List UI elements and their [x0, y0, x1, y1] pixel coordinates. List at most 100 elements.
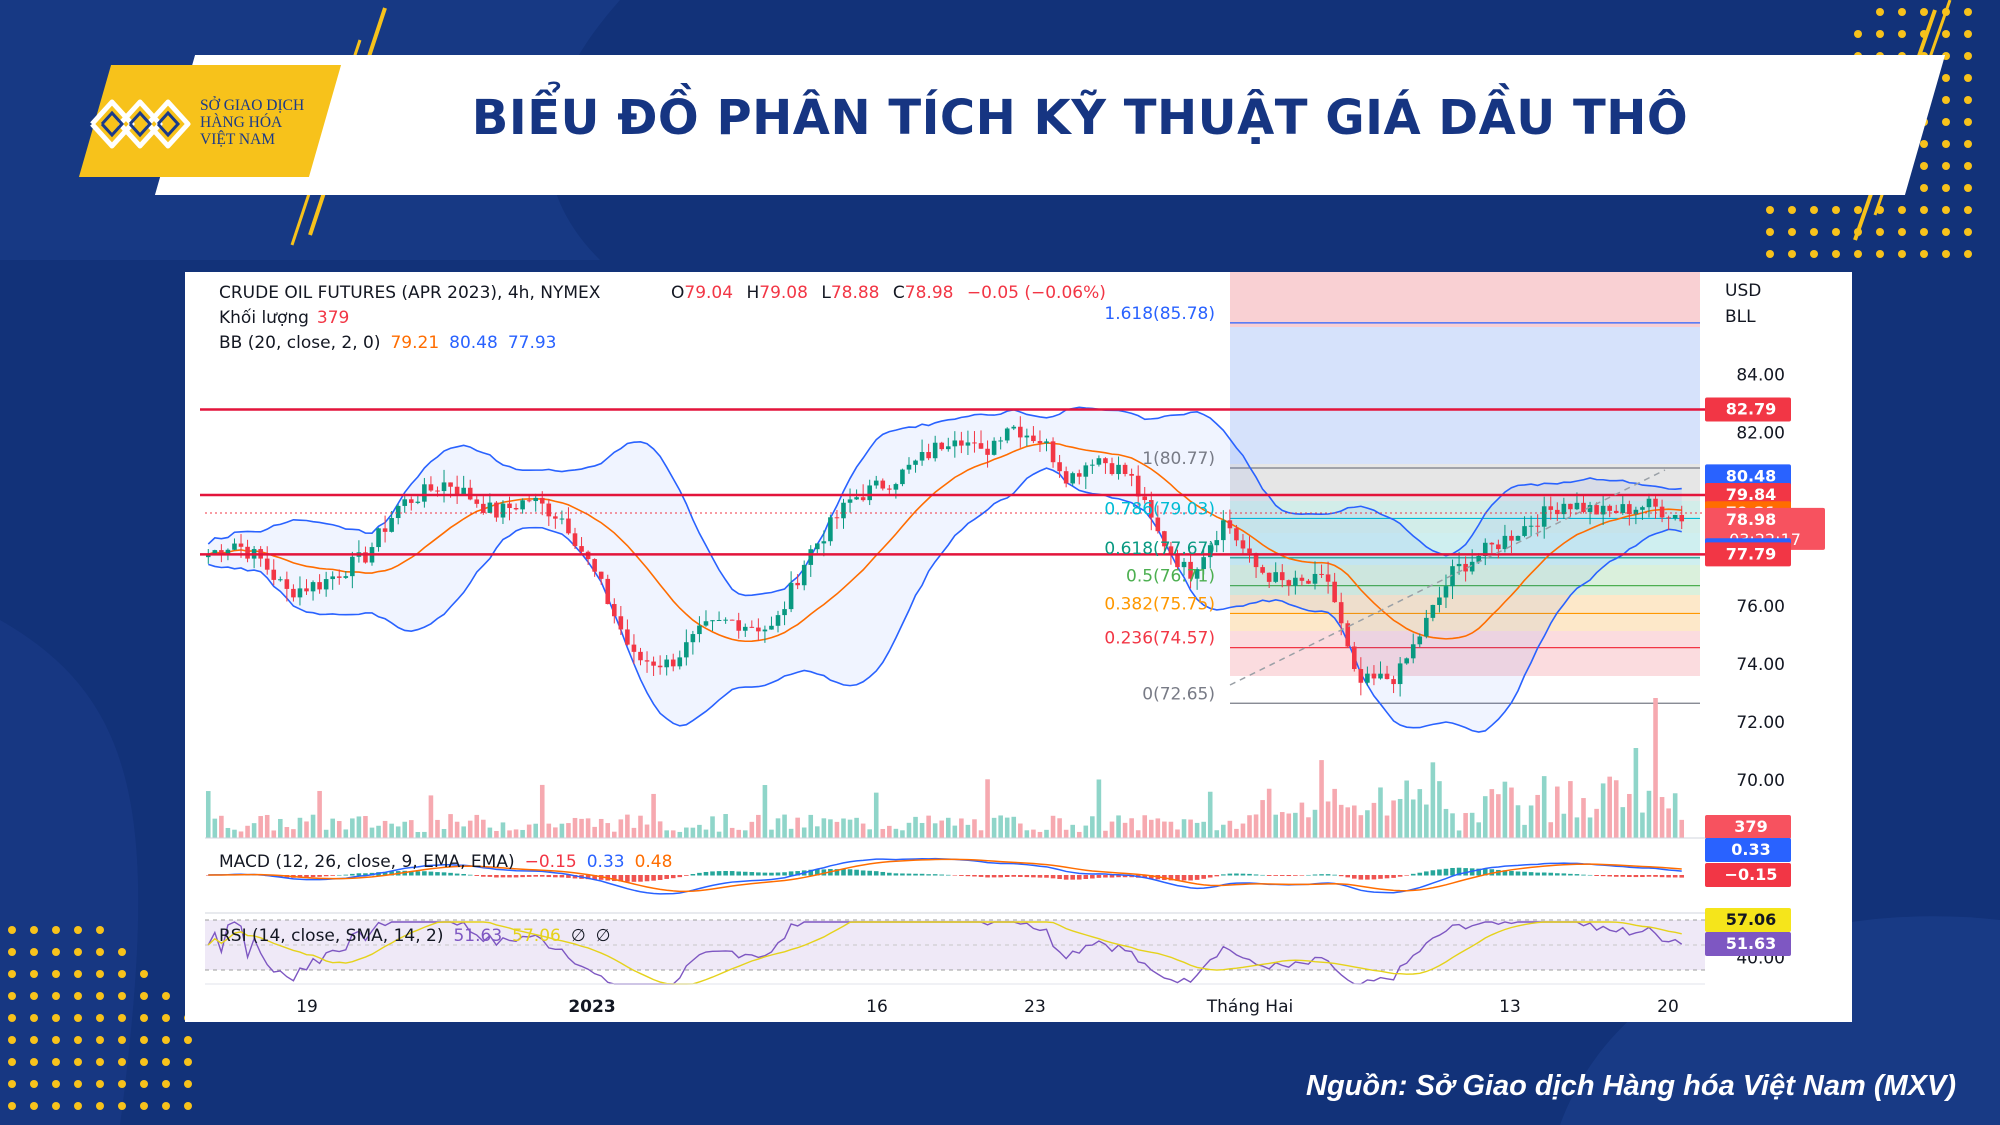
dot — [140, 1058, 148, 1066]
dot — [74, 1058, 82, 1066]
candle-body — [873, 480, 879, 486]
price-badge — [1705, 932, 1791, 956]
volume-bar — [402, 821, 408, 838]
candle-body — [919, 452, 925, 461]
macd-histogram-bar — [841, 869, 846, 876]
dot — [1898, 250, 1906, 258]
price-badge — [1705, 464, 1791, 489]
macd-histogram-bar — [657, 875, 663, 880]
candle-body — [500, 503, 506, 518]
macd-histogram-bar — [939, 874, 945, 876]
volume-bar — [801, 827, 807, 838]
volume-bar — [769, 829, 774, 838]
candle-body — [762, 629, 768, 632]
candle-body — [1391, 679, 1396, 685]
volume-bar — [952, 825, 958, 838]
volume-bar — [959, 818, 964, 838]
bb-lower-line — [208, 467, 1682, 733]
candle-body — [1574, 502, 1580, 510]
candle-body — [788, 582, 794, 610]
macd-histogram-bar — [566, 875, 571, 878]
x-tick-label: 16 — [866, 997, 888, 1017]
volume-bar — [1659, 797, 1665, 838]
candle-body — [677, 657, 683, 667]
dot — [1854, 206, 1862, 214]
volume-bar — [926, 815, 931, 838]
candle-body — [1155, 517, 1161, 532]
macd-histogram-bar — [1633, 875, 1639, 878]
volume-bar — [1201, 821, 1206, 838]
volume-bar — [278, 818, 283, 838]
candle-body — [644, 660, 650, 662]
macd-histogram-bar — [1404, 875, 1409, 876]
dot — [1876, 8, 1884, 16]
macd-histogram-bar — [1528, 872, 1534, 876]
candle-body — [651, 661, 656, 666]
volume-bar — [1175, 829, 1180, 838]
candle-body — [1037, 441, 1043, 444]
volume-bar — [1646, 790, 1652, 838]
candle-body — [775, 615, 781, 626]
macd-histogram-bar — [900, 873, 905, 876]
candle-body — [1338, 602, 1344, 624]
macd-histogram-bar — [330, 875, 335, 876]
macd-histogram-bar — [1443, 868, 1449, 876]
volume-bar — [1044, 829, 1049, 838]
bb-upper-line — [207, 406, 1682, 597]
macd-histogram-bar — [1613, 875, 1619, 877]
candle-body — [1253, 553, 1259, 568]
macd-histogram-bar — [612, 875, 617, 882]
dot — [118, 1036, 126, 1044]
volume-bar — [690, 827, 696, 838]
macd-histogram-bar — [1365, 875, 1370, 880]
candle-body — [684, 642, 689, 658]
volume-bar — [317, 790, 322, 838]
dot — [1898, 206, 1906, 214]
volume-bar — [900, 830, 905, 838]
macd-histogram-bar — [1011, 875, 1017, 877]
volume-bar — [1640, 812, 1645, 838]
candle-body — [1018, 426, 1023, 438]
volume-bar — [664, 830, 669, 838]
price-badge-label: 78.98 — [1726, 510, 1777, 529]
candle-body — [1417, 636, 1423, 645]
candle-body — [664, 659, 669, 668]
volume-bar — [697, 824, 702, 838]
candle-body — [795, 582, 800, 586]
dot — [96, 1014, 104, 1022]
candle-body — [1135, 475, 1141, 497]
volume-bar — [1018, 823, 1023, 838]
volume-bar — [638, 815, 643, 838]
candle-body — [729, 619, 735, 621]
macd-histogram-bar — [1482, 868, 1488, 876]
candle-body — [389, 518, 394, 532]
macd-histogram-bar — [1221, 874, 1226, 876]
candle-body — [487, 502, 493, 513]
volume-bar — [1076, 831, 1082, 838]
dot — [118, 1102, 126, 1110]
price-badge — [1705, 815, 1791, 839]
candle-body — [1384, 673, 1390, 680]
volume-bar — [1050, 815, 1056, 838]
macd-histogram-bar — [664, 875, 669, 879]
volume-bar — [382, 820, 388, 838]
legend-ohlc: O79.04 H79.08 L78.88 C78.98 −0.05 (−0.06… — [671, 283, 1106, 303]
candle-body — [1175, 553, 1180, 568]
macd-histogram-bar — [1044, 875, 1049, 878]
candle-body — [1345, 623, 1351, 647]
volume-bar — [1391, 800, 1396, 838]
volume-bar — [1574, 817, 1580, 838]
dot — [30, 992, 38, 1000]
candle-body — [945, 446, 951, 450]
dot — [1920, 184, 1928, 192]
candle-body — [1365, 673, 1370, 683]
macd-histogram-bar — [1090, 875, 1095, 879]
volume-bar — [893, 828, 899, 838]
volume-bar — [1070, 824, 1075, 838]
candle-body — [572, 533, 578, 547]
candlestick-chart[interactable]: 1.618(85.78) 1(80.77) 0.786(79.03) 0.618(77… — [185, 272, 1852, 1022]
candle-body — [1548, 506, 1554, 510]
volume-bar — [1135, 830, 1141, 838]
dot — [1942, 206, 1950, 214]
y-tick-label: 70.00 — [1736, 771, 1785, 791]
